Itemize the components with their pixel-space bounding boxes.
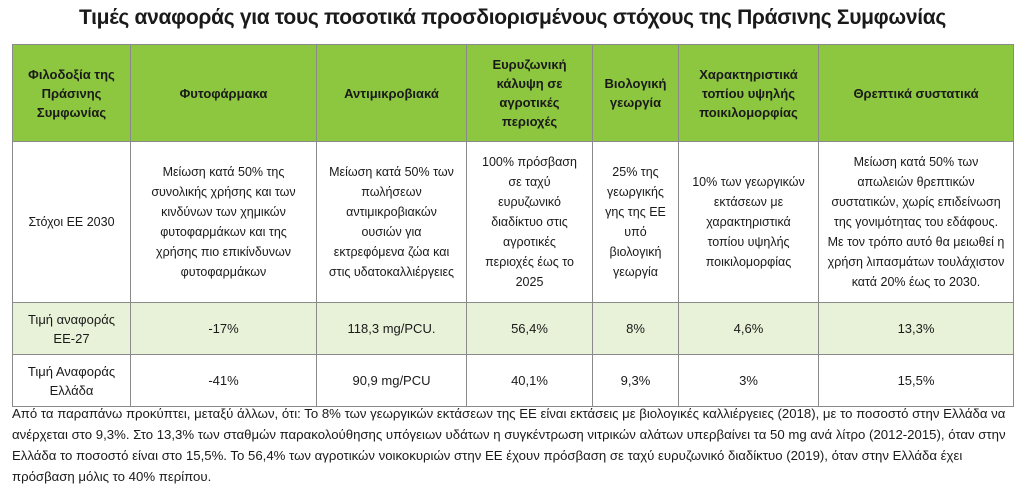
table-cell: 10% των γεωργικών εκτάσεων με χαρακτηρισ…: [678, 141, 819, 303]
table-cell: 56,4%: [466, 302, 593, 355]
header-green-deal-ambition: Φιλοδοξία της Πράσινης Συμφωνίας: [12, 44, 131, 142]
table-cell: -41%: [130, 354, 317, 407]
header-pesticides: Φυτοφάρμακα: [130, 44, 317, 142]
page-title: Τιμές αναφοράς για τους ποσοτικά προσδιο…: [79, 6, 946, 29]
table-cell: 9,3%: [592, 354, 679, 407]
header-antimicrobials: Αντιμικροβιακά: [316, 44, 467, 142]
footer-note: Από τα παραπάνω προκύπτει, μεταξύ άλλων,…: [12, 406, 1006, 484]
header-broadband: Ευρυζωνική κάλυψη σε αγροτικές περιοχές: [466, 44, 593, 142]
table-cell: 3%: [678, 354, 819, 407]
header-organic-farming: Βιολογική γεωργία: [592, 44, 679, 142]
table-cell: 13,3%: [818, 302, 1014, 355]
table-row: Στόχοι ΕΕ 2030 Μείωση κατά 50% της συνολ…: [12, 141, 1014, 303]
table-cell: 90,9 mg/PCU: [316, 354, 467, 407]
header-landscape-features: Χαρακτηριστικά τοπίου υψηλής ποικιλομορφ…: [678, 44, 819, 142]
table-cell: Μείωση κατά 50% της συνολικής χρήσης και…: [130, 141, 317, 303]
table-cell: 4,6%: [678, 302, 819, 355]
table-cell: -17%: [130, 302, 317, 355]
row-label-greece-reference: Τιμή Αναφοράς Ελλάδα: [12, 354, 131, 407]
table-cell: 100% πρόσβαση σε ταχύ ευρυζωνικό διαδίκτ…: [466, 141, 593, 303]
table-cell: Μείωση κατά 50% των πωλήσεων αντιμικροβι…: [316, 141, 467, 303]
table-cell: 25% της γεωργικής γης της ΕΕ υπό βιολογι…: [592, 141, 679, 303]
table-cell: 118,3 mg/PCU.: [316, 302, 467, 355]
header-nutrients: Θρεπτικά συστατικά: [818, 44, 1014, 142]
table-cell: 15,5%: [818, 354, 1014, 407]
table-row: Τιμή αναφοράς ΕΕ-27 -17% 118,3 mg/PCU. 5…: [12, 302, 1014, 355]
table-header-row: Φιλοδοξία της Πράσινης Συμφωνίας Φυτοφάρ…: [12, 44, 1014, 142]
table-row: Τιμή Αναφοράς Ελλάδα -41% 90,9 mg/PCU 40…: [12, 354, 1014, 407]
row-label-eu-goals: Στόχοι ΕΕ 2030: [12, 141, 131, 303]
green-deal-targets-table: Φιλοδοξία της Πράσινης Συμφωνίας Φυτοφάρ…: [12, 44, 1014, 407]
table-cell: Μείωση κατά 50% των απωλειών θρεπτικών σ…: [818, 141, 1014, 303]
row-label-eu27-reference: Τιμή αναφοράς ΕΕ-27: [12, 302, 131, 355]
table-cell: 40,1%: [466, 354, 593, 407]
table-cell: 8%: [592, 302, 679, 355]
